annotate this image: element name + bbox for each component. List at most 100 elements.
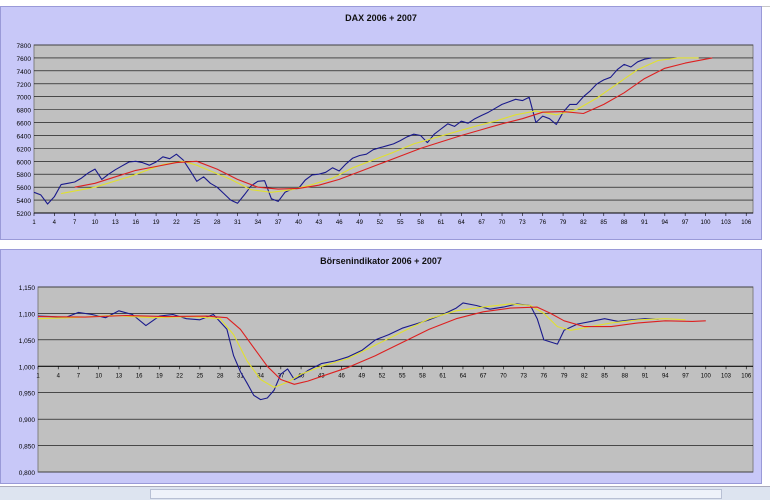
x-tick-label: 70 <box>500 373 507 379</box>
x-tick-label: 49 <box>358 373 365 379</box>
y-tick-label: 7400 <box>17 69 32 76</box>
y-tick-label: 6400 <box>17 133 32 140</box>
y-tick-label: 1,050 <box>19 338 36 345</box>
x-tick-label: 34 <box>254 220 261 226</box>
x-tick-label: 70 <box>499 220 506 226</box>
x-tick-label: 76 <box>539 220 546 226</box>
x-tick-label: 58 <box>417 220 424 226</box>
y-tick-label: 1,100 <box>19 311 36 318</box>
x-tick-label: 34 <box>257 373 264 379</box>
series-line-2 <box>60 57 699 195</box>
y-tick-label: 5400 <box>17 198 32 205</box>
x-tick-label: 73 <box>520 373 527 379</box>
series-line-1 <box>37 302 659 401</box>
x-tick-label: 19 <box>156 373 163 379</box>
x-tick-label: 7 <box>77 373 81 379</box>
x-tick-label: 94 <box>661 220 668 226</box>
x-tick-label: 40 <box>295 220 302 226</box>
x-tick-label: 85 <box>600 220 607 226</box>
dax-chart-svg: 5200 5400 5600 5800 6000 6200 6400 6600 6800 7000… <box>17 43 754 226</box>
x-tick-label: 16 <box>132 220 139 226</box>
y-tick-label: 6600 <box>17 121 32 128</box>
x-tick-label: 40 <box>298 373 305 379</box>
x-tick-label: 1 <box>32 220 36 226</box>
plot-area <box>33 44 754 214</box>
y-tick-label: 5600 <box>17 185 32 192</box>
x-tick-label: 97 <box>682 220 689 226</box>
y-tick-label: 0,950 <box>19 391 36 398</box>
x-tick-label: 61 <box>439 373 446 379</box>
x-tick-label: 49 <box>356 220 363 226</box>
x-tick-label: 22 <box>176 373 183 379</box>
chart-title: DAX 2006 + 2007 <box>345 13 417 23</box>
x-tick-label: 94 <box>662 373 669 379</box>
x-tick-label: 10 <box>92 220 99 226</box>
y-tick-label: 5200 <box>17 211 32 218</box>
plot-area <box>37 286 754 473</box>
x-tick-label: 55 <box>397 220 404 226</box>
x-tick-label: 85 <box>601 373 608 379</box>
y-tick-label: 5800 <box>17 172 32 179</box>
x-tick-label: 97 <box>682 373 689 379</box>
x-tick-label: 52 <box>377 220 384 226</box>
y-tick-label: 6000 <box>17 159 32 166</box>
x-tick-label: 22 <box>173 220 180 226</box>
x-tick-label: 37 <box>275 220 282 226</box>
x-tick-label: 73 <box>519 220 526 226</box>
x-tick-label: 10 <box>95 373 102 379</box>
x-tick-label: 16 <box>136 373 143 379</box>
x-tick-label: 19 <box>153 220 160 226</box>
x-tick-label: 103 <box>721 373 732 379</box>
x-tick-label: 13 <box>116 373 123 379</box>
x-tick-label: 79 <box>560 220 567 226</box>
x-tick-label: 25 <box>193 220 200 226</box>
y-tick-label: 0,800 <box>19 470 36 477</box>
x-tick-label: 7 <box>73 220 77 226</box>
series-line-1 <box>33 57 652 205</box>
indicator-chart-svg: 0,800 0,850 0,900 0,950 1,000 1,050 1,100 1,150… <box>19 285 754 477</box>
x-tick-label: 28 <box>217 373 224 379</box>
y-tick-label: 1,000 <box>19 364 36 371</box>
y-tick-label: 7000 <box>17 95 32 102</box>
series-line-3 <box>74 57 713 190</box>
x-tick-label: 43 <box>316 220 323 226</box>
x-tick-label: 82 <box>580 220 587 226</box>
x-tick-label: 61 <box>438 220 445 226</box>
x-tick-label: 67 <box>478 220 485 226</box>
x-tick-label: 55 <box>399 373 406 379</box>
chart-title: Börsenindikator 2006 + 2007 <box>320 256 442 266</box>
x-tick-label: 106 <box>741 220 752 226</box>
x-tick-label: 82 <box>581 373 588 379</box>
x-tick-label: 64 <box>460 373 467 379</box>
indicator-chart-panel[interactable]: Börsenindikator 2006 + 2007 0,800 0,850 0,… <box>0 249 762 484</box>
x-tick-label: 79 <box>561 373 568 379</box>
x-tick-label: 31 <box>237 373 244 379</box>
y-tick-label: 6800 <box>17 108 32 115</box>
dax-chart-panel[interactable]: DAX 2006 + 2007 5200 5400 5600 5800 6000 6200… <box>0 6 762 240</box>
x-tick-label: 13 <box>112 220 119 226</box>
y-tick-label: 7600 <box>17 56 32 63</box>
x-tick-label: 64 <box>458 220 465 226</box>
status-bar <box>0 486 770 500</box>
x-tick-label: 4 <box>53 220 57 226</box>
x-tick-label: 4 <box>57 373 61 379</box>
x-tick-label: 1 <box>36 373 40 379</box>
y-tick-label: 0,900 <box>19 417 36 424</box>
x-tick-label: 46 <box>336 220 343 226</box>
x-tick-label: 88 <box>621 373 628 379</box>
y-tick-label: 7200 <box>17 82 32 89</box>
y-tick-label: 6200 <box>17 146 32 153</box>
x-tick-label: 91 <box>641 220 648 226</box>
x-tick-label: 52 <box>379 373 386 379</box>
x-tick-label: 100 <box>701 373 712 379</box>
status-segment <box>150 489 722 499</box>
x-tick-label: 100 <box>701 220 712 226</box>
x-tick-label: 103 <box>721 220 732 226</box>
y-tick-label: 1,150 <box>19 285 36 292</box>
x-tick-label: 28 <box>214 220 221 226</box>
series-line-2 <box>37 303 686 388</box>
x-tick-label: 46 <box>338 373 345 379</box>
x-tick-label: 67 <box>480 373 487 379</box>
x-tick-label: 37 <box>277 373 284 379</box>
x-tick-label: 25 <box>197 373 204 379</box>
